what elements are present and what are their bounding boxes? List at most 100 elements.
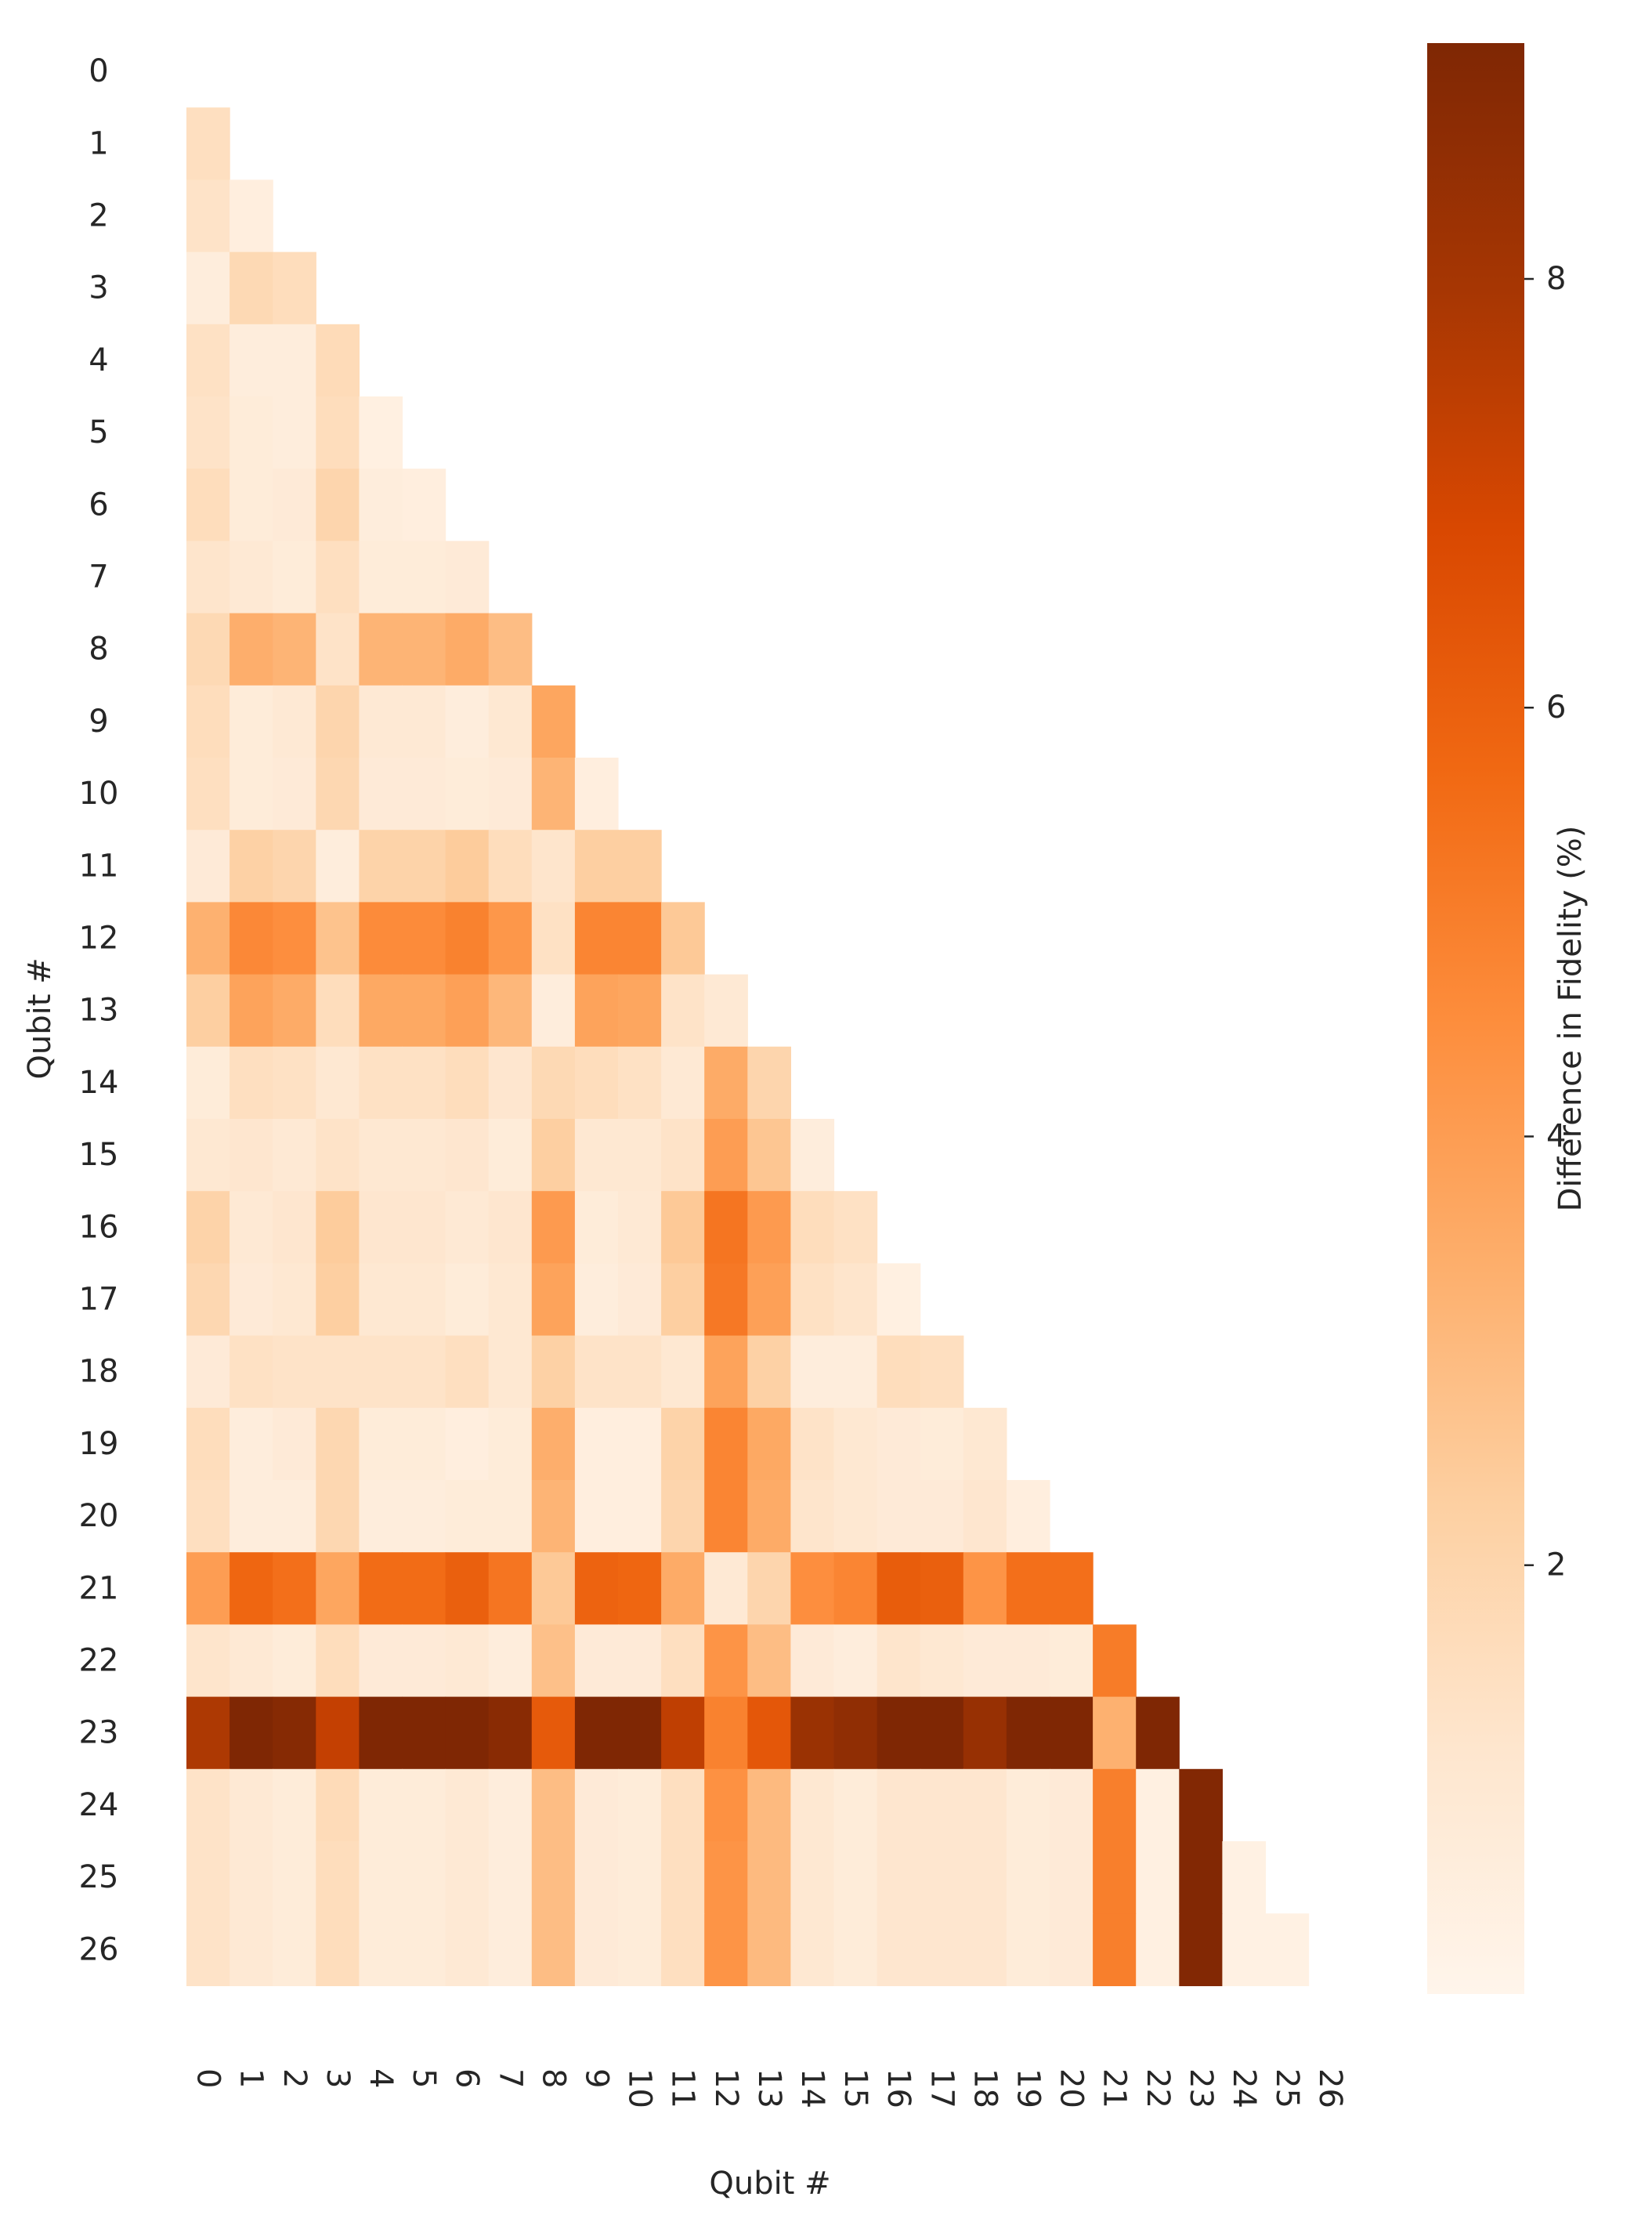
heatmap-cell (186, 1552, 230, 1625)
heatmap-cell (186, 1335, 230, 1409)
heatmap-cell (1136, 1841, 1180, 1914)
heatmap-cell (661, 1407, 705, 1481)
heatmap-cell (230, 830, 273, 903)
x-tick-label: 22 (1140, 2068, 1176, 2108)
heatmap-cell (704, 1119, 748, 1192)
heatmap-cell (531, 1913, 576, 1986)
heatmap-cell (618, 1191, 662, 1264)
heatmap-cell (273, 1046, 316, 1120)
y-tick-label: 13 (79, 993, 119, 1029)
x-tick-label: 4 (363, 2068, 399, 2088)
heatmap-cell (230, 1480, 273, 1553)
heatmap-cell (186, 1407, 230, 1481)
heatmap-cell (747, 1480, 791, 1553)
heatmap-cell (230, 1407, 273, 1481)
heatmap-cell (186, 1913, 230, 1986)
heatmap-cell (230, 1768, 273, 1842)
heatmap-cell (186, 758, 230, 831)
heatmap-cell (920, 1335, 964, 1409)
heatmap-cell (359, 469, 403, 541)
heatmap-cell (704, 1046, 748, 1120)
heatmap-cell (316, 1768, 360, 1842)
heatmap-cell (574, 1768, 619, 1842)
y-tick-label: 14 (79, 1065, 119, 1101)
heatmap-cell (1265, 1913, 1310, 1986)
heatmap-cell (531, 1696, 576, 1770)
heatmap-cell (1179, 1768, 1223, 1842)
heatmap-cell (359, 1046, 403, 1120)
x-tick-label: 13 (751, 2068, 787, 2108)
heatmap-cell (316, 324, 360, 397)
heatmap-cell (186, 396, 230, 469)
heatmap-cell (402, 613, 446, 686)
y-tick-label: 15 (79, 1137, 119, 1173)
x-tick-label: 1 (233, 2068, 269, 2088)
heatmap-cell (790, 1552, 835, 1625)
heatmap-cell (445, 685, 490, 758)
heatmap-cell (316, 469, 360, 541)
heatmap-cell (1222, 1841, 1267, 1914)
heatmap-cell (186, 1119, 230, 1192)
heatmap-cell (230, 1335, 273, 1409)
heatmap-cell (920, 1407, 964, 1481)
heatmap-cell (359, 1191, 403, 1264)
heatmap-cell (1093, 1624, 1137, 1698)
heatmap-cell (704, 1696, 748, 1770)
y-tick-label: 5 (89, 414, 108, 451)
heatmap-cell (488, 1480, 533, 1553)
heatmap-cell (531, 902, 576, 975)
heatmap-cell (488, 1768, 533, 1842)
heatmap-cell (1136, 1696, 1180, 1770)
heatmap-cell (618, 1696, 662, 1770)
heatmap-cell (359, 1624, 403, 1698)
heatmap-cell (618, 1407, 662, 1481)
heatmap-cell (445, 1046, 490, 1120)
heatmap-cell (661, 1841, 705, 1914)
heatmap-cell (531, 974, 576, 1048)
heatmap-cell (574, 902, 619, 975)
heatmap-cell (230, 685, 273, 758)
heatmap-cell (618, 1480, 662, 1553)
heatmap-cell (488, 1841, 533, 1914)
heatmap-cell (531, 1552, 576, 1625)
heatmap-cell (445, 1407, 490, 1481)
heatmap-cell (877, 1624, 921, 1698)
heatmap-cell (833, 1263, 878, 1337)
x-tick-label: 7 (492, 2068, 528, 2088)
heatmap-cell (445, 1119, 490, 1192)
heatmap-cell (273, 830, 316, 903)
y-tick-labels: 0123456789101112131415161718192021222324… (79, 53, 119, 1967)
heatmap-cell (1006, 1841, 1050, 1914)
x-tick-label: 8 (535, 2068, 571, 2088)
x-tick-label: 9 (579, 2068, 615, 2088)
heatmap-cell (963, 1480, 1007, 1553)
heatmap-cell (833, 1480, 878, 1553)
heatmap-cell (574, 1913, 619, 1986)
heatmap-cell (963, 1407, 1007, 1481)
heatmap-cell (1050, 1552, 1094, 1625)
heatmap-cell (661, 974, 705, 1048)
heatmap-cell (186, 974, 230, 1048)
heatmap-cell (273, 1119, 316, 1192)
heatmap-cell (963, 1624, 1007, 1698)
heatmap-cell (1006, 1552, 1050, 1625)
heatmap-cell (359, 1768, 403, 1842)
heatmap-cell (402, 469, 446, 541)
heatmap-cell (186, 1768, 230, 1842)
heatmap-cell (618, 1913, 662, 1986)
heatmap-cell (488, 1263, 533, 1337)
heatmap-cell (402, 1407, 446, 1481)
heatmap-cell (230, 974, 273, 1048)
heatmap-cell (230, 324, 273, 397)
colorbar (1427, 43, 1524, 1994)
heatmap-cell (402, 1480, 446, 1553)
heatmap-cell (230, 1552, 273, 1625)
heatmap-cell (230, 1696, 273, 1770)
y-tick-label: 4 (89, 342, 108, 378)
heatmap-cell (661, 1696, 705, 1770)
heatmap-cell (877, 1841, 921, 1914)
heatmap-cell (359, 685, 403, 758)
heatmap-cell (1179, 1913, 1223, 1986)
heatmap-cell (316, 1335, 360, 1409)
heatmap-cell (574, 974, 619, 1048)
